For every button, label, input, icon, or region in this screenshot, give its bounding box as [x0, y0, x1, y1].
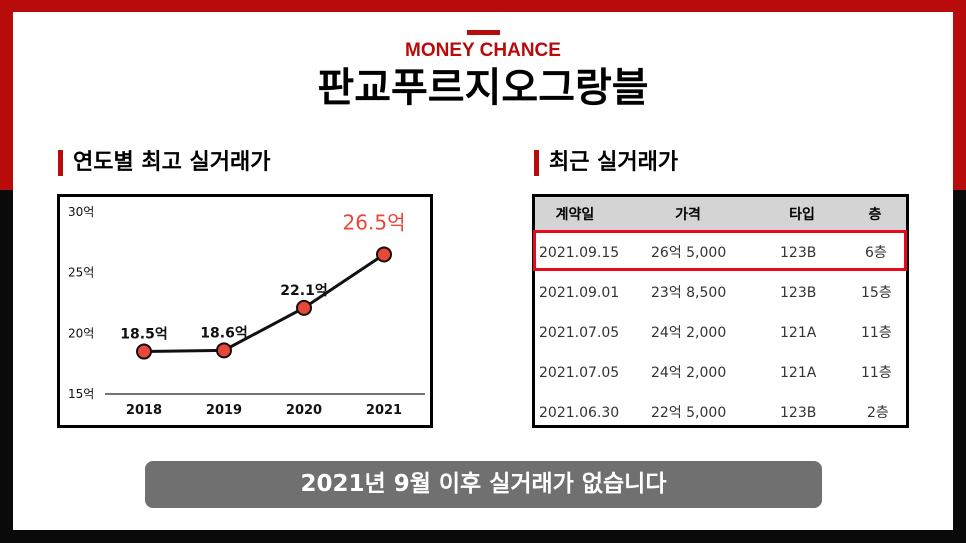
data-point	[376, 246, 392, 263]
table-row: 2021.09.01 23억 8,500 123B 15층	[535, 273, 906, 313]
price-chart: 15억 20억 25억 30억 2018 2019 2020 2021 18.5억 18.6억 22…	[57, 194, 433, 428]
y-tick-label: 25억	[68, 266, 94, 280]
table-row: 2021.07.05 24억 2,000 121A 11층	[535, 313, 906, 353]
x-tick-label: 2018	[126, 403, 162, 418]
page-title: 판교푸르지오그랑블	[317, 65, 649, 111]
data-label: 22.1억	[280, 283, 327, 299]
highlight-row-frame	[533, 230, 907, 271]
y-tick-label: 20억	[68, 326, 94, 340]
table-section-title: 최근 실거래가	[549, 150, 679, 175]
data-point	[296, 299, 312, 316]
cell-price: 24억 2,000	[651, 365, 727, 381]
cell-price: 22억 5,000	[651, 405, 727, 421]
header-price: 가격	[675, 207, 701, 223]
notice-banner: 2021년 9월 이후 실거래가 없습니다	[145, 461, 822, 508]
header-date: 계약일	[555, 207, 595, 223]
table-header: 계약일 가격 타입 층	[535, 197, 906, 233]
cell-floor: 2층	[867, 405, 889, 421]
chart-section-marker	[58, 150, 63, 176]
cell-type: 123B	[780, 285, 817, 301]
cell-type: 123B	[780, 405, 817, 421]
cell-date: 2021.07.05	[539, 325, 620, 341]
cell-type: 123B	[780, 245, 817, 261]
cell-price: 26억 5,000	[651, 245, 727, 261]
recent-trades-table: 계약일 가격 타입 층 2021.09.15 26억 5,000 123B 6층…	[532, 194, 909, 428]
y-tick-label: 30억	[68, 205, 94, 219]
header-floor: 층	[868, 207, 882, 223]
cell-date: 2021.06.30	[539, 405, 620, 421]
cell-floor: 15층	[861, 285, 892, 301]
x-tick-label: 2021	[366, 403, 402, 418]
brand-accent-bar	[467, 30, 500, 35]
data-label: 26.5억	[343, 210, 406, 234]
table-row: 2021.06.30 22억 5,000 123B 2층	[535, 393, 906, 433]
table-row: 2021.07.05 24억 2,000 121A 11층	[535, 353, 906, 393]
cell-price: 24억 2,000	[651, 325, 727, 341]
cell-floor: 11층	[861, 325, 892, 341]
data-point	[136, 343, 152, 360]
cell-price: 23억 8,500	[651, 285, 727, 301]
table-row: 2021.09.15 26억 5,000 123B 6층	[535, 233, 906, 273]
cell-type: 121A	[780, 365, 817, 381]
cell-date: 2021.09.15	[539, 245, 620, 261]
data-point	[216, 342, 232, 359]
x-tick-label: 2019	[206, 403, 242, 418]
cell-floor: 11층	[861, 365, 892, 381]
table-section-marker	[534, 150, 539, 176]
y-tick-label: 15억	[68, 387, 94, 401]
cell-type: 121A	[780, 325, 817, 341]
cell-floor: 6층	[865, 245, 887, 261]
brand-name: MONEY CHANCE	[405, 40, 561, 61]
line-chart-svg: 15억 20억 25억 30억 2018 2019 2020 2021 18.5억 18.6억 22…	[68, 205, 425, 418]
x-tick-label: 2020	[286, 403, 322, 418]
cell-date: 2021.07.05	[539, 365, 620, 381]
chart-section-title: 연도별 최고 실거래가	[73, 150, 271, 175]
header-type: 타입	[789, 207, 815, 223]
data-label: 18.5억	[120, 327, 167, 343]
series-line	[143, 253, 385, 354]
cell-date: 2021.09.01	[539, 285, 620, 301]
data-label: 18.6억	[200, 325, 247, 341]
